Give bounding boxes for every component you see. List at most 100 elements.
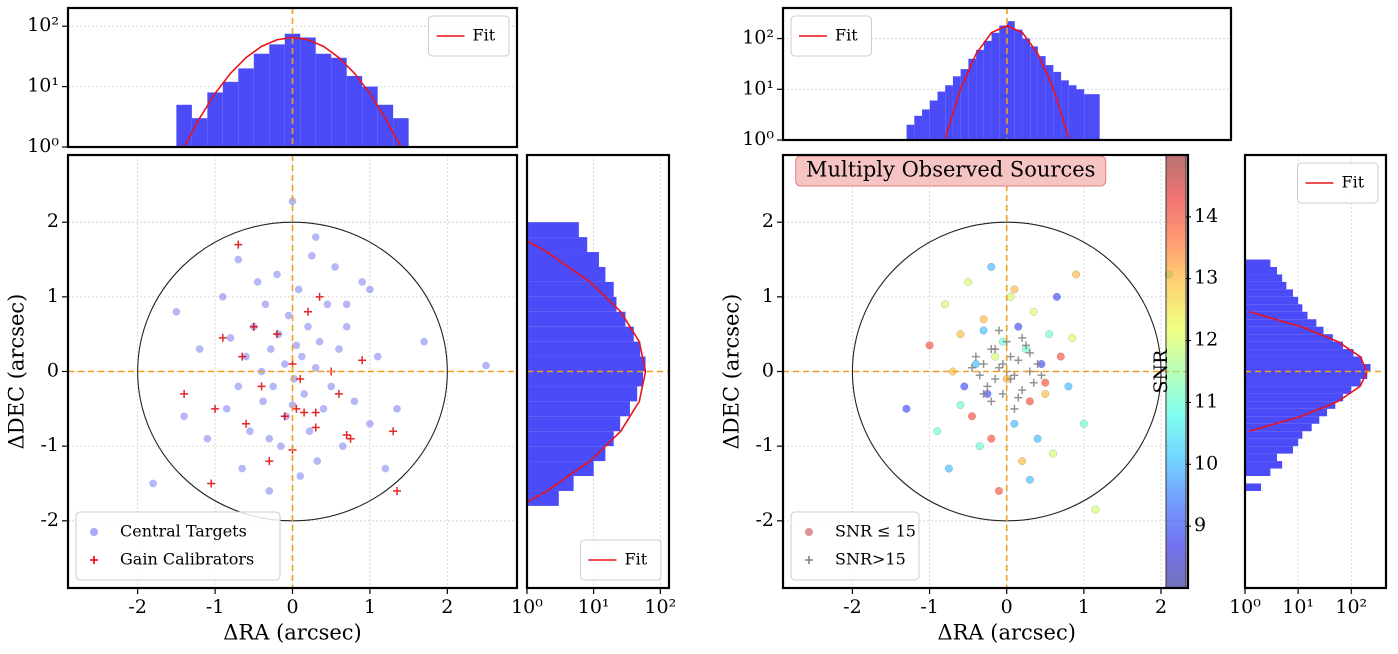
scatter-point (280, 360, 289, 368)
histogram-bar (991, 32, 1000, 140)
scatter-point (925, 341, 934, 350)
scatter-point (149, 479, 157, 488)
scatter-point (311, 233, 320, 241)
scatter-point (960, 382, 969, 391)
histogram-bar (527, 490, 559, 506)
x-tick-label: -1 (920, 596, 939, 618)
scatter-point (261, 300, 270, 309)
y-tick-label: 10² (742, 27, 774, 49)
scatter-point (1091, 505, 1100, 514)
scatter-point (1006, 352, 1015, 361)
scatter-point (1048, 449, 1058, 458)
scatter-point (1010, 285, 1019, 294)
colorbar-tick-label: 9 (1194, 514, 1206, 536)
scatter-point (420, 337, 428, 346)
scatter-point (265, 434, 274, 443)
scatter-point (979, 389, 988, 398)
scatter-point (366, 285, 374, 294)
scatter-point (971, 359, 980, 369)
histogram-bar (1084, 94, 1092, 140)
histogram-bar (1045, 65, 1054, 140)
scatter-point (311, 423, 320, 432)
histogram-bar (1245, 461, 1283, 469)
legend-marker (90, 528, 98, 536)
histogram-bar (222, 81, 239, 147)
scatter-point (1022, 341, 1030, 350)
histogram-bar (191, 118, 208, 147)
scatter-point (267, 345, 275, 353)
scatter-point (987, 434, 996, 443)
scatter-point (284, 311, 293, 320)
histogram-bar (393, 118, 409, 147)
scatter-point (234, 240, 243, 249)
plot-area (527, 155, 669, 588)
histogram-bar (527, 341, 641, 357)
scatter-point (1014, 356, 1023, 365)
scatter-point (987, 262, 996, 272)
histogram-bar (1245, 289, 1293, 297)
axes-frame (781, 153, 1190, 590)
histogram-bar (1245, 401, 1336, 409)
scatter-point (1018, 457, 1027, 466)
histogram-bar (1245, 274, 1283, 282)
axes-frame (781, 6, 1233, 142)
histogram-bar (527, 281, 614, 297)
histogram-bar (527, 386, 638, 402)
plot-area (1245, 155, 1386, 588)
scatter-point (334, 389, 343, 398)
y-axis-label: ΔDEC (arcsec) (720, 294, 744, 450)
scatter-point (902, 404, 911, 413)
scatter-point (335, 345, 343, 353)
scatter-point (1025, 397, 1034, 406)
legend-label: Central Targets (120, 522, 247, 541)
histogram-bar (906, 124, 915, 140)
x-tick-label: 2 (1155, 596, 1167, 618)
scatter-point (991, 352, 1000, 361)
histogram-bar (1245, 304, 1303, 312)
scatter-point (971, 352, 980, 361)
legend-box (580, 539, 662, 581)
scatter-point (1041, 389, 1050, 398)
axes-frame (1243, 153, 1388, 590)
legend-box (428, 15, 510, 57)
scatter-point (1041, 378, 1050, 387)
y-axis-label: ΔDEC (arcsec) (5, 294, 29, 450)
scatter-point (300, 408, 309, 417)
scatter-point (315, 337, 324, 346)
scatter-point (1010, 419, 1019, 428)
annotation: Multiply Observed Sources (806, 158, 1095, 182)
scatter-point (358, 356, 367, 365)
scatter-point (222, 405, 231, 413)
histogram-bar (331, 57, 347, 147)
histogram-bar (945, 85, 953, 140)
legend-label: Fit (1342, 173, 1365, 192)
histogram-bar (1245, 349, 1354, 357)
scatter-point (305, 427, 314, 436)
scatter-point (265, 457, 274, 466)
scatter-point (273, 330, 282, 339)
y-tick-label: 10² (27, 14, 59, 36)
histogram-bar (1245, 483, 1261, 491)
histogram-bar (527, 222, 579, 238)
scatter-point (319, 405, 328, 413)
scatter-point (242, 419, 251, 428)
fit-line (944, 24, 1070, 139)
scatter-point (288, 197, 297, 206)
scatter-point (304, 322, 312, 331)
scatter-point (1014, 393, 1023, 402)
histogram-bar (1245, 386, 1352, 394)
colorbar-tick-label: 10 (1194, 452, 1218, 474)
histogram-bar (968, 58, 977, 140)
scatter-point (172, 307, 181, 316)
histogram-bar (1007, 21, 1015, 140)
legend-box (75, 511, 281, 581)
scatter-point (327, 382, 336, 391)
scatter-point (203, 434, 212, 443)
scatter-point (1068, 333, 1077, 342)
y-tick-label: -2 (40, 509, 59, 531)
scatter-point (1079, 419, 1088, 428)
scatter-point (1037, 371, 1046, 380)
x-tick-label: 10¹ (1282, 596, 1314, 618)
histogram-bar (362, 86, 378, 147)
scatter-point (350, 397, 359, 406)
